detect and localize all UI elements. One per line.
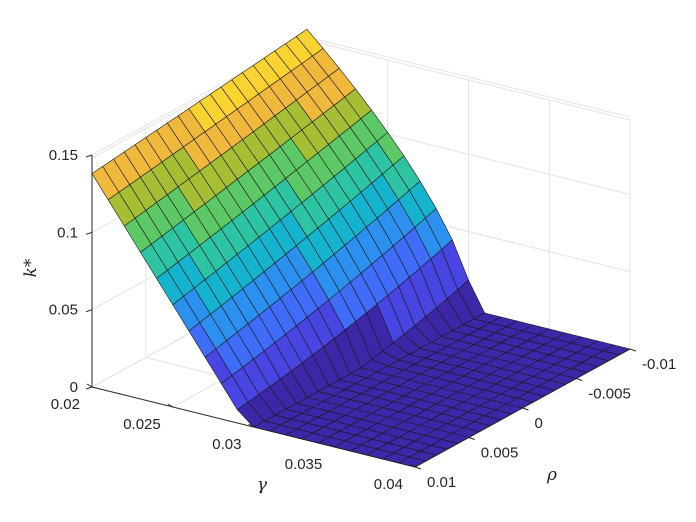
y-tick-label: 0 [535, 415, 543, 432]
z-tick-label: 0.05 [49, 302, 78, 319]
y-tick-mark [468, 437, 475, 440]
tick-labels: 0.02 0.025 0.03 0.035 0.04 -0.01 -0.005 0 0.005 0… [49, 147, 676, 493]
z-tick-label: 0 [70, 379, 78, 396]
x-tick-mark [86, 383, 93, 388]
z-tick-mark [85, 231, 93, 235]
x-tick-label: 0.02 [51, 396, 80, 413]
x-tick-label: 0.04 [374, 476, 403, 493]
z-tick-mark [85, 154, 93, 158]
y-tick-label: 0.01 [427, 474, 456, 491]
y-tick-mark [629, 348, 637, 352]
z-tick-label: 0.15 [49, 147, 78, 164]
x-tick-mark [248, 423, 254, 428]
x-tick-mark [409, 463, 416, 468]
x-tick-label: 0.03 [212, 436, 241, 453]
axes-lines [85, 154, 637, 470]
z-tick-mark [85, 309, 93, 313]
x-axis-label: γ [257, 475, 268, 495]
x-tick-label: 0.025 [123, 416, 161, 433]
z-axis-label: k* [21, 258, 41, 277]
surface-plot [91, 28, 631, 468]
x-tick-mark [328, 443, 335, 448]
y-tick-mark [576, 378, 583, 381]
y-tick-mark [414, 466, 422, 470]
y-tick-label: -0.005 [588, 386, 631, 403]
z-gridline-right-3 [306, 36, 631, 118]
z-tick-label: 0.1 [57, 224, 78, 241]
y-tick-label: -0.01 [642, 356, 676, 373]
y-axis-label: ρ [546, 465, 557, 485]
y-tick-mark [522, 407, 529, 411]
y-tick-label: 0.005 [481, 445, 519, 462]
x-tick-mark [167, 403, 174, 408]
z-tick-mark [85, 386, 93, 390]
x-tick-label: 0.035 [285, 456, 323, 473]
